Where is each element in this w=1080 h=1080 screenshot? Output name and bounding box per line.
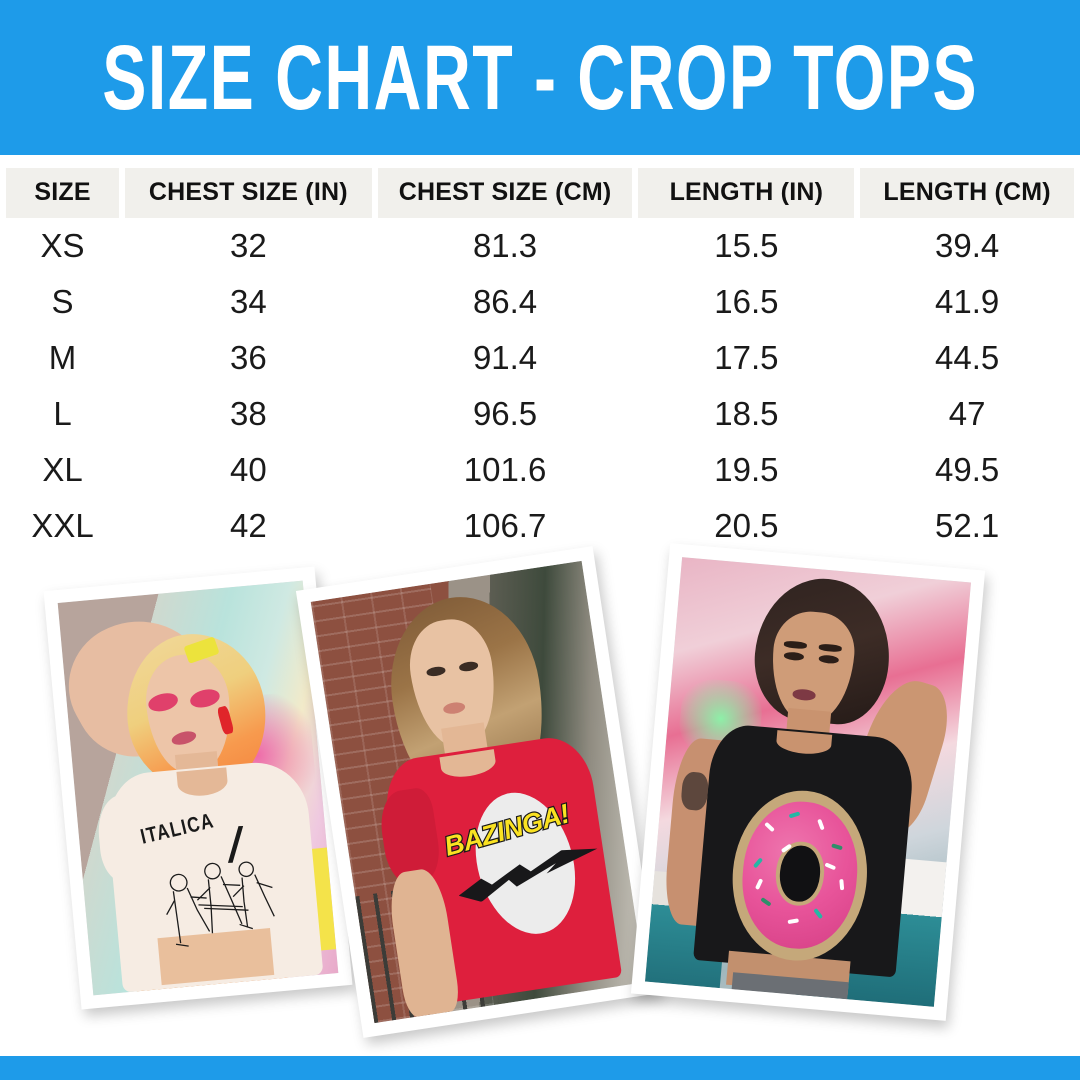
cell-chest-cm: 106.7 [377,498,633,554]
product-photo-gallery: ITALICA [0,543,1080,1048]
cell-length-cm: 47 [860,386,1074,442]
photo-bazinga-image: BAZINGA! [310,560,646,1024]
cell-chest-in: 42 [125,498,372,554]
column-header-length-in: LENGTH (IN) [638,168,855,218]
cell-length-cm: 39.4 [860,218,1074,274]
table-row: XL 40 101.6 19.5 49.5 [6,442,1074,498]
donut-graphic [725,784,874,967]
size-chart-table: SIZE CHEST SIZE (IN) CHEST SIZE (CM) LEN… [0,168,1080,554]
cell-chest-in: 40 [125,442,372,498]
table-header-row: SIZE CHEST SIZE (IN) CHEST SIZE (CM) LEN… [6,168,1074,218]
cell-length-cm: 52.1 [860,498,1074,554]
cell-chest-cm: 86.4 [377,274,633,330]
column-header-chest-in: CHEST SIZE (IN) [125,168,372,218]
column-header-length-cm: LENGTH (CM) [860,168,1074,218]
cell-chest-in: 34 [125,274,372,330]
cell-chest-in: 32 [125,218,372,274]
cell-length-in: 15.5 [638,218,855,274]
page-footer-banner [0,1056,1080,1080]
cell-size: M [6,330,120,386]
cell-chest-cm: 101.6 [377,442,633,498]
column-header-size: SIZE [6,168,120,218]
cell-length-cm: 41.9 [860,274,1074,330]
cell-length-in: 18.5 [638,386,855,442]
cell-size: XL [6,442,120,498]
cell-size: XS [6,218,120,274]
cell-length-in: 19.5 [638,442,855,498]
cell-chest-cm: 91.4 [377,330,633,386]
table-row: M 36 91.4 17.5 44.5 [6,330,1074,386]
table-row: L 38 96.5 18.5 47 [6,386,1074,442]
table-row: XXL 42 106.7 20.5 52.1 [6,498,1074,554]
photo-italica-crop-top: ITALICA [43,566,353,1010]
page-header-banner: SIZE CHART - CROP TOPS [0,0,1080,155]
band-line-art [165,861,275,947]
photo-donut-image [644,557,972,1007]
cell-size: S [6,274,120,330]
photo-donut-crop-top [630,543,986,1021]
photo-italica-image: ITALICA [57,580,339,996]
cell-chest-cm: 96.5 [377,386,633,442]
cell-chest-in: 38 [125,386,372,442]
page-title: SIZE CHART - CROP TOPS [102,26,978,129]
italica-graphic: ITALICA [138,795,308,958]
cell-chest-in: 36 [125,330,372,386]
cell-size: XXL [6,498,120,554]
cell-length-cm: 44.5 [860,330,1074,386]
column-header-chest-cm: CHEST SIZE (CM) [377,168,633,218]
cell-length-cm: 49.5 [860,442,1074,498]
cell-length-in: 17.5 [638,330,855,386]
cell-length-in: 16.5 [638,274,855,330]
table-row: XS 32 81.3 15.5 39.4 [6,218,1074,274]
table-row: S 34 86.4 16.5 41.9 [6,274,1074,330]
cell-chest-cm: 81.3 [377,218,633,274]
cell-size: L [6,386,120,442]
